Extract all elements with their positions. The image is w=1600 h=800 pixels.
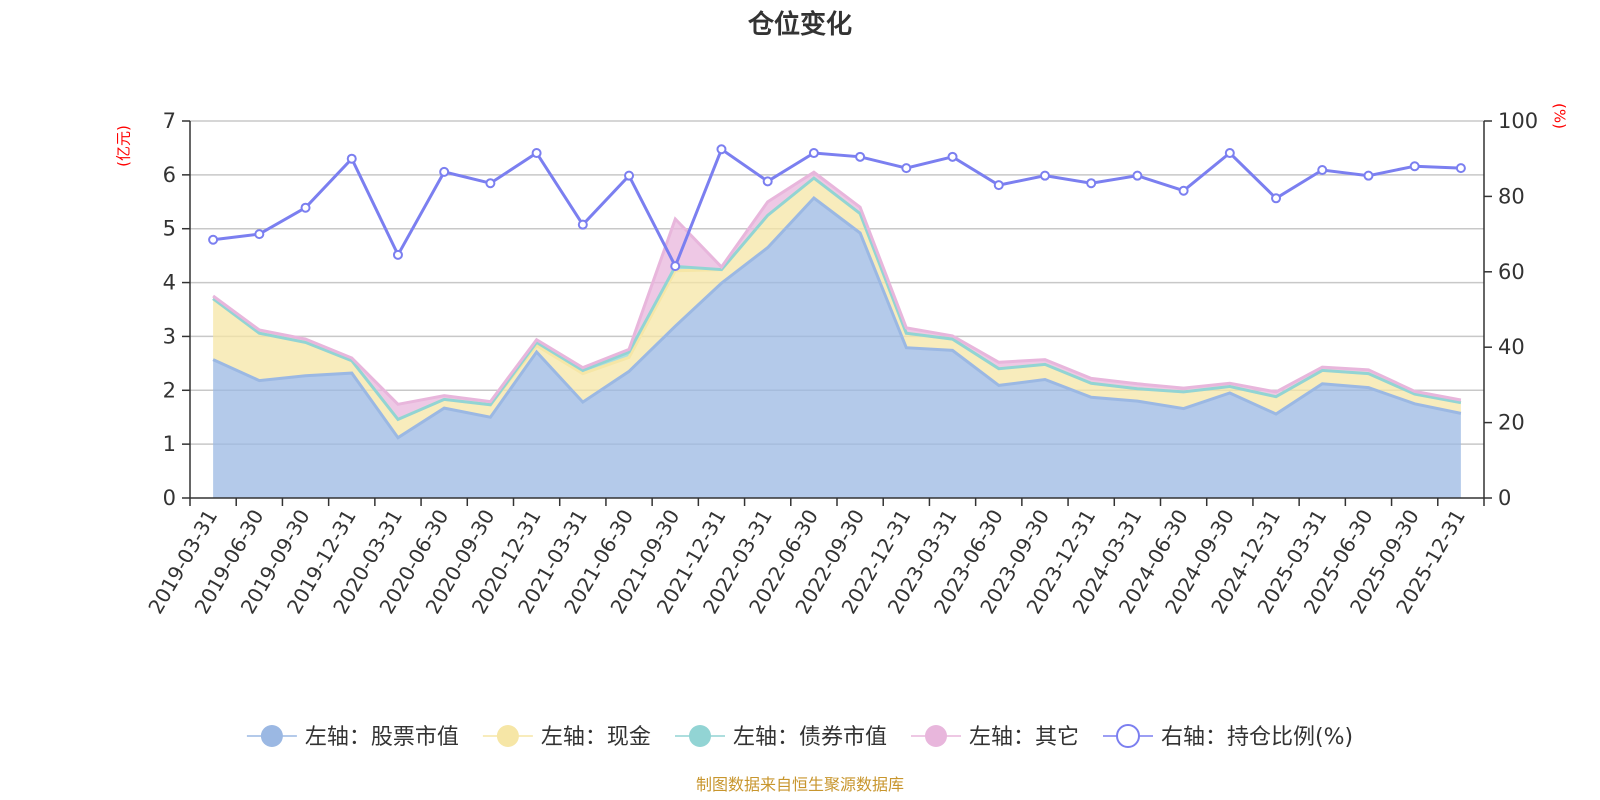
ratio-point: [1178, 185, 1189, 196]
ratio-point: [1363, 170, 1374, 181]
legend[interactable]: 左轴：股票市值 左轴：现金 左轴：债券市值 左轴：其它 右轴：持仓比例(%): [246, 724, 1353, 750]
legend-marker: [1116, 724, 1140, 748]
ratio-line: [212, 146, 1461, 270]
left-axis-tick-label: 7: [163, 109, 176, 133]
left-axis-tick-label: 1: [163, 432, 176, 456]
ratio-point: [254, 229, 265, 240]
right-axis-tick-label: 100: [1498, 109, 1538, 133]
ratio-point: [485, 178, 496, 189]
ratio-point: [1224, 148, 1235, 159]
ratio-point: [1317, 165, 1328, 176]
ratio-point: [624, 170, 635, 181]
legend-item-2[interactable]: 左轴：现金: [482, 725, 651, 750]
ratio-point: [392, 249, 403, 260]
legend-label: 右轴：持仓比例(%): [1161, 725, 1353, 750]
legend-label: 左轴：债券市值: [733, 725, 887, 750]
right-axis-tick-label: 80: [1498, 184, 1525, 208]
left-axis-tick-label: 6: [163, 163, 176, 187]
ratio-point: [577, 219, 588, 230]
left-axis-tick-label: 4: [163, 271, 176, 295]
ratio-line-series: [208, 144, 1466, 272]
left-axis-unit: (亿元): [115, 125, 133, 167]
stacked-areas: [212, 170, 1462, 498]
ratio-point: [808, 148, 819, 159]
legend-marker: [925, 725, 947, 747]
ratio-point: [670, 261, 681, 272]
data-source-note: 制图数据来自恒生聚源数据库: [696, 775, 904, 794]
ratio-point: [439, 166, 450, 177]
legend-item-3[interactable]: 左轴：债券市值: [675, 725, 887, 750]
left-axis-tick-label: 0: [163, 486, 176, 510]
left-axis-tick-label: 5: [163, 217, 176, 241]
right-axis-tick-label: 60: [1498, 260, 1525, 284]
right-axis-tick-label: 20: [1498, 411, 1525, 435]
right-axis-unit: (%): [1551, 103, 1569, 129]
legend-marker: [260, 725, 283, 747]
legend-marker: [496, 725, 519, 747]
legend-label: 左轴：其它: [969, 725, 1079, 750]
ratio-point: [1455, 163, 1466, 174]
legend-item-5[interactable]: 右轴：持仓比例(%): [1103, 724, 1353, 750]
legend-label: 左轴：现金: [541, 725, 651, 750]
ratio-point: [716, 144, 727, 155]
ratio-point: [1271, 193, 1282, 204]
ratio-point: [300, 202, 311, 213]
ratio-point: [762, 176, 773, 187]
chart-title: 仓位变化: [747, 9, 852, 40]
ratio-point: [901, 163, 912, 174]
ratio-point: [531, 148, 542, 159]
ratio-point: [1086, 178, 1097, 189]
ratio-point: [1039, 170, 1050, 181]
ratio-point: [947, 151, 958, 162]
ratio-point: [1409, 161, 1420, 172]
area-左轴股票市值: [213, 198, 1461, 498]
ratio-point: [1132, 170, 1143, 181]
area-top-line: [212, 170, 1462, 406]
right-axis-tick-label: 0: [1498, 486, 1511, 510]
left-axis-tick-label: 3: [163, 324, 176, 348]
legend-item-4[interactable]: 左轴：其它: [911, 725, 1079, 750]
ratio-point: [993, 180, 1004, 191]
left-axis-tick-label: 2: [163, 378, 176, 402]
legend-label: 左轴：股票市值: [305, 725, 459, 750]
area-top-line: [212, 195, 1462, 440]
legend-marker: [689, 725, 711, 747]
legend-item-1[interactable]: 左轴：股票市值: [246, 725, 459, 750]
ratio-point: [346, 153, 357, 164]
area-top-line: [212, 176, 1462, 422]
right-axis-tick-label: 40: [1498, 335, 1525, 359]
ratio-point: [855, 151, 866, 162]
ratio-point: [208, 234, 219, 245]
